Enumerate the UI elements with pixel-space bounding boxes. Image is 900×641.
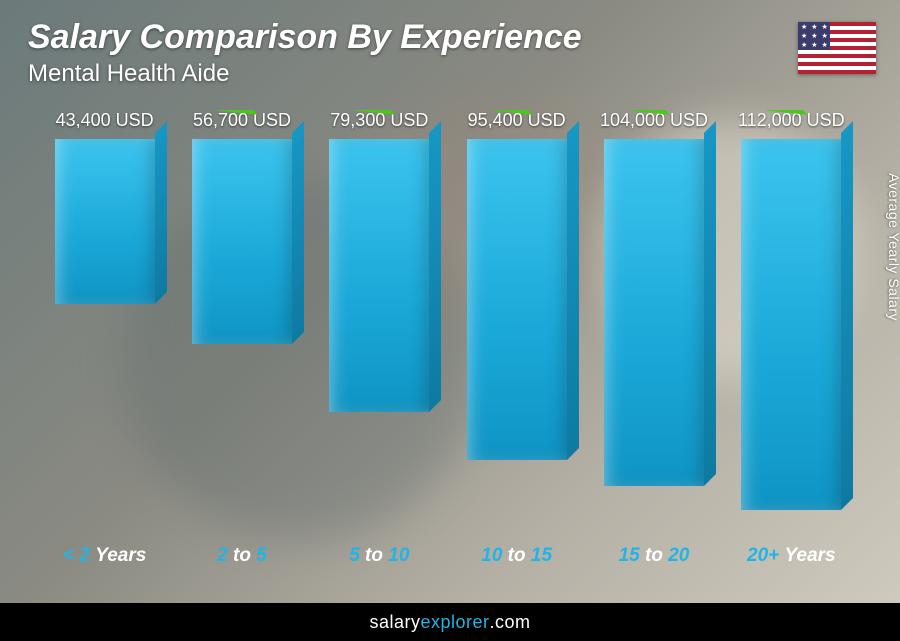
- salary-bar: [192, 139, 292, 344]
- bar-slot: 95,400 USD: [448, 110, 585, 541]
- x-axis-label: < 2 Years: [36, 545, 173, 571]
- page-subtitle: Mental Health Aide: [28, 60, 229, 88]
- x-axis-label: 10 to 15: [448, 545, 585, 571]
- bar-value-label: 79,300 USD: [330, 110, 428, 131]
- salary-bar: [604, 139, 704, 486]
- bar-slot: 104,000 USD: [585, 110, 722, 541]
- footer-suffix: .com: [490, 612, 531, 633]
- x-axis-label: 5 to 10: [311, 545, 448, 571]
- bar-value-label: 43,400 USD: [56, 110, 154, 131]
- bar-value-label: 56,700 USD: [193, 110, 291, 131]
- salary-bar: [467, 139, 567, 460]
- salary-bar: [741, 139, 841, 510]
- footer-prefix: salary: [369, 612, 420, 633]
- salary-bar-chart: 43,400 USD 56,700 USD 79,300 USD 95,400 USD…: [36, 110, 860, 571]
- bar-slot: 43,400 USD: [36, 110, 173, 541]
- footer-highlight: explorer: [420, 612, 489, 633]
- x-axis-label: 20+ Years: [723, 545, 860, 571]
- bar-slot: 79,300 USD: [311, 110, 448, 541]
- y-axis-label: Average Yearly Salary: [886, 173, 900, 321]
- page-title: Salary Comparison By Experience: [28, 18, 582, 57]
- infographic-canvas: Salary Comparison By Experience Mental H…: [0, 0, 900, 641]
- bar-value-label: 104,000 USD: [600, 110, 708, 131]
- bar-slot: 56,700 USD: [173, 110, 310, 541]
- bar-value-label: 95,400 USD: [468, 110, 566, 131]
- bar-slot: 112,000 USD: [723, 110, 860, 541]
- footer-attribution: salaryexplorer.com: [0, 603, 900, 641]
- salary-bar: [55, 139, 155, 304]
- x-axis-label: 2 to 5: [173, 545, 310, 571]
- salary-bar: [329, 139, 429, 412]
- bar-value-label: 112,000 USD: [738, 110, 845, 131]
- x-axis-label: 15 to 20: [585, 545, 722, 571]
- us-flag-icon: [798, 22, 876, 74]
